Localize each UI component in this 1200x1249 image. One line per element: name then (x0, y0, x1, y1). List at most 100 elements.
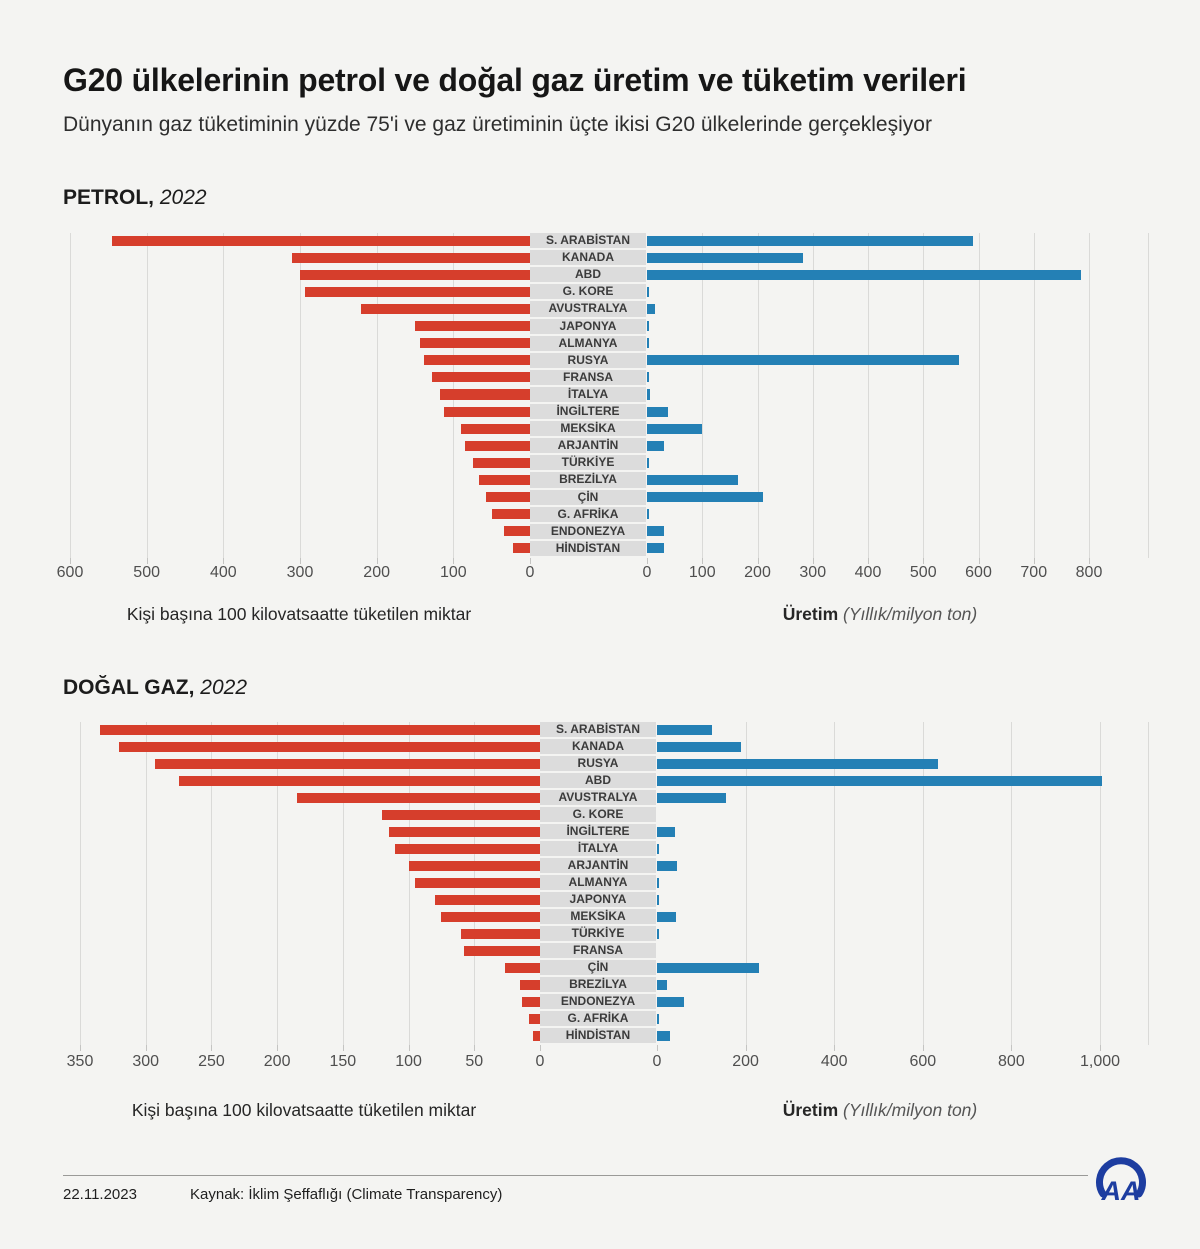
gridline-consumption-350 (80, 722, 81, 1045)
consumption-bar (388, 826, 540, 837)
production-tick-label: 200 (732, 1053, 759, 1070)
gas-production-caption-note: (Yıllık/milyon ton) (843, 1100, 978, 1120)
consumption-tick-label: 0 (525, 564, 535, 581)
gridline-consumption-200 (277, 722, 279, 1045)
production-tick-label: 500 (909, 564, 937, 581)
production-bar (657, 826, 675, 837)
production-tick-mark (1011, 1045, 1013, 1051)
consumption-bar (444, 406, 530, 417)
country-label: RUSYA (530, 352, 646, 368)
gridline-production-200 (745, 722, 747, 1045)
gas-section-year: 2022 (200, 676, 248, 699)
country-label: G. AFRİKA (540, 1011, 656, 1026)
production-bar (647, 252, 804, 263)
consumption-bar (463, 945, 540, 956)
consumption-bar (420, 338, 530, 349)
country-label: G. KORE (530, 284, 646, 300)
gridline-production-1000 (1100, 722, 1101, 1045)
petrol-consumption-axis-caption: Kişi başına 100 kilovatsaatte tüketilen … (89, 604, 509, 625)
country-label: İTALYA (530, 386, 646, 403)
country-label: BREZİLYA (540, 977, 656, 992)
consumption-bar (382, 809, 540, 820)
production-bar (647, 338, 650, 349)
country-label: ÇİN (530, 489, 646, 505)
production-bar (647, 303, 656, 314)
production-bar (657, 877, 660, 888)
production-bar (647, 474, 739, 486)
production-bar (657, 792, 726, 803)
country-label: ENDONEZYA (530, 523, 646, 539)
production-tick-label: 400 (854, 564, 882, 581)
gridline-consumption-150 (342, 722, 344, 1045)
country-label: İTALYA (540, 841, 656, 856)
production-tick-label: 400 (820, 1053, 848, 1070)
country-label: İNGİLTERE (540, 824, 656, 839)
consumption-bar (439, 389, 530, 400)
production-bar (647, 526, 664, 537)
consumption-bar (178, 775, 540, 786)
consumption-bar (300, 269, 530, 280)
country-label: G. AFRİKA (530, 506, 646, 522)
production-bar (657, 979, 668, 990)
production-bar (657, 843, 659, 854)
consumption-bar (431, 372, 530, 383)
consumption-bar (513, 543, 530, 554)
consumption-tick-label: 400 (209, 564, 237, 581)
production-bar (647, 543, 664, 554)
consumption-bar (415, 321, 530, 332)
consumption-tick-label: 250 (198, 1053, 225, 1070)
production-bar (647, 269, 1081, 280)
page-subtitle: Dünyanın gaz tüketiminin yüzde 75'i ve g… (63, 113, 932, 136)
consumption-bar (361, 303, 530, 314)
plot-right-edge (1148, 722, 1149, 1045)
petrol-production-axis-caption: Üretim (Yıllık/milyon ton) (670, 604, 1090, 625)
gridline-production-400 (868, 233, 869, 558)
consumption-tick-label: 100 (395, 1053, 422, 1070)
consumption-tick-mark (211, 1045, 213, 1051)
production-tick-label: 800 (1075, 564, 1103, 581)
petrol-section-title-text: PETROL, (63, 186, 155, 209)
production-bar (657, 962, 759, 973)
gridline-production-600 (922, 722, 924, 1045)
consumption-tick-label: 200 (263, 1053, 291, 1070)
petrol-production-caption-main: Üretim (782, 604, 839, 624)
production-tick-mark (978, 558, 980, 564)
production-tick-mark (745, 1045, 747, 1051)
production-bar (647, 389, 650, 400)
gas-consumption-caption-text: Kişi başına 100 kilovatsaatte tüketilen … (131, 1100, 477, 1120)
petrol-production-caption-note: (Yıllık/milyon ton) (843, 604, 978, 624)
svg-text:AA: AA (1101, 1176, 1141, 1206)
production-tick-label: 700 (1020, 564, 1048, 581)
consumption-tick-mark (376, 558, 378, 564)
country-label: ÇİN (540, 960, 656, 975)
production-bar (647, 355, 960, 366)
production-tick-mark (1100, 1045, 1101, 1051)
petrol-section-title: PETROL, 2022 (63, 186, 207, 210)
gridline-production-400 (834, 722, 836, 1045)
production-tick-mark (1089, 558, 1090, 564)
consumption-bar (305, 286, 530, 297)
production-tick-mark (702, 558, 704, 564)
country-label: JAPONYA (530, 318, 646, 334)
gridline-consumption-500 (146, 233, 148, 558)
gas-production-caption-main: Üretim (782, 1100, 839, 1120)
gas-section-title-text: DOĞAL GAZ, (63, 676, 195, 699)
country-label: ARJANTİN (540, 858, 656, 873)
footer-date: 22.11.2023 (63, 1186, 137, 1203)
consumption-bar (112, 235, 530, 246)
consumption-tick-label: 350 (66, 1053, 94, 1070)
country-label: TÜRKİYE (530, 455, 646, 471)
country-label: S. ARABİSTAN (540, 722, 656, 737)
consumption-bar (408, 860, 540, 871)
production-tick-label: 0 (652, 1053, 662, 1070)
country-label: JAPONYA (540, 892, 656, 907)
consumption-bar (441, 911, 540, 922)
country-label: HİNDİSTAN (540, 1028, 656, 1043)
country-label: ALMANYA (530, 335, 646, 351)
production-bar (657, 860, 677, 871)
consumption-bar (395, 843, 540, 854)
country-label: KANADA (540, 739, 656, 754)
consumption-tick-mark (342, 1045, 344, 1051)
country-label: KANADA (530, 250, 646, 266)
